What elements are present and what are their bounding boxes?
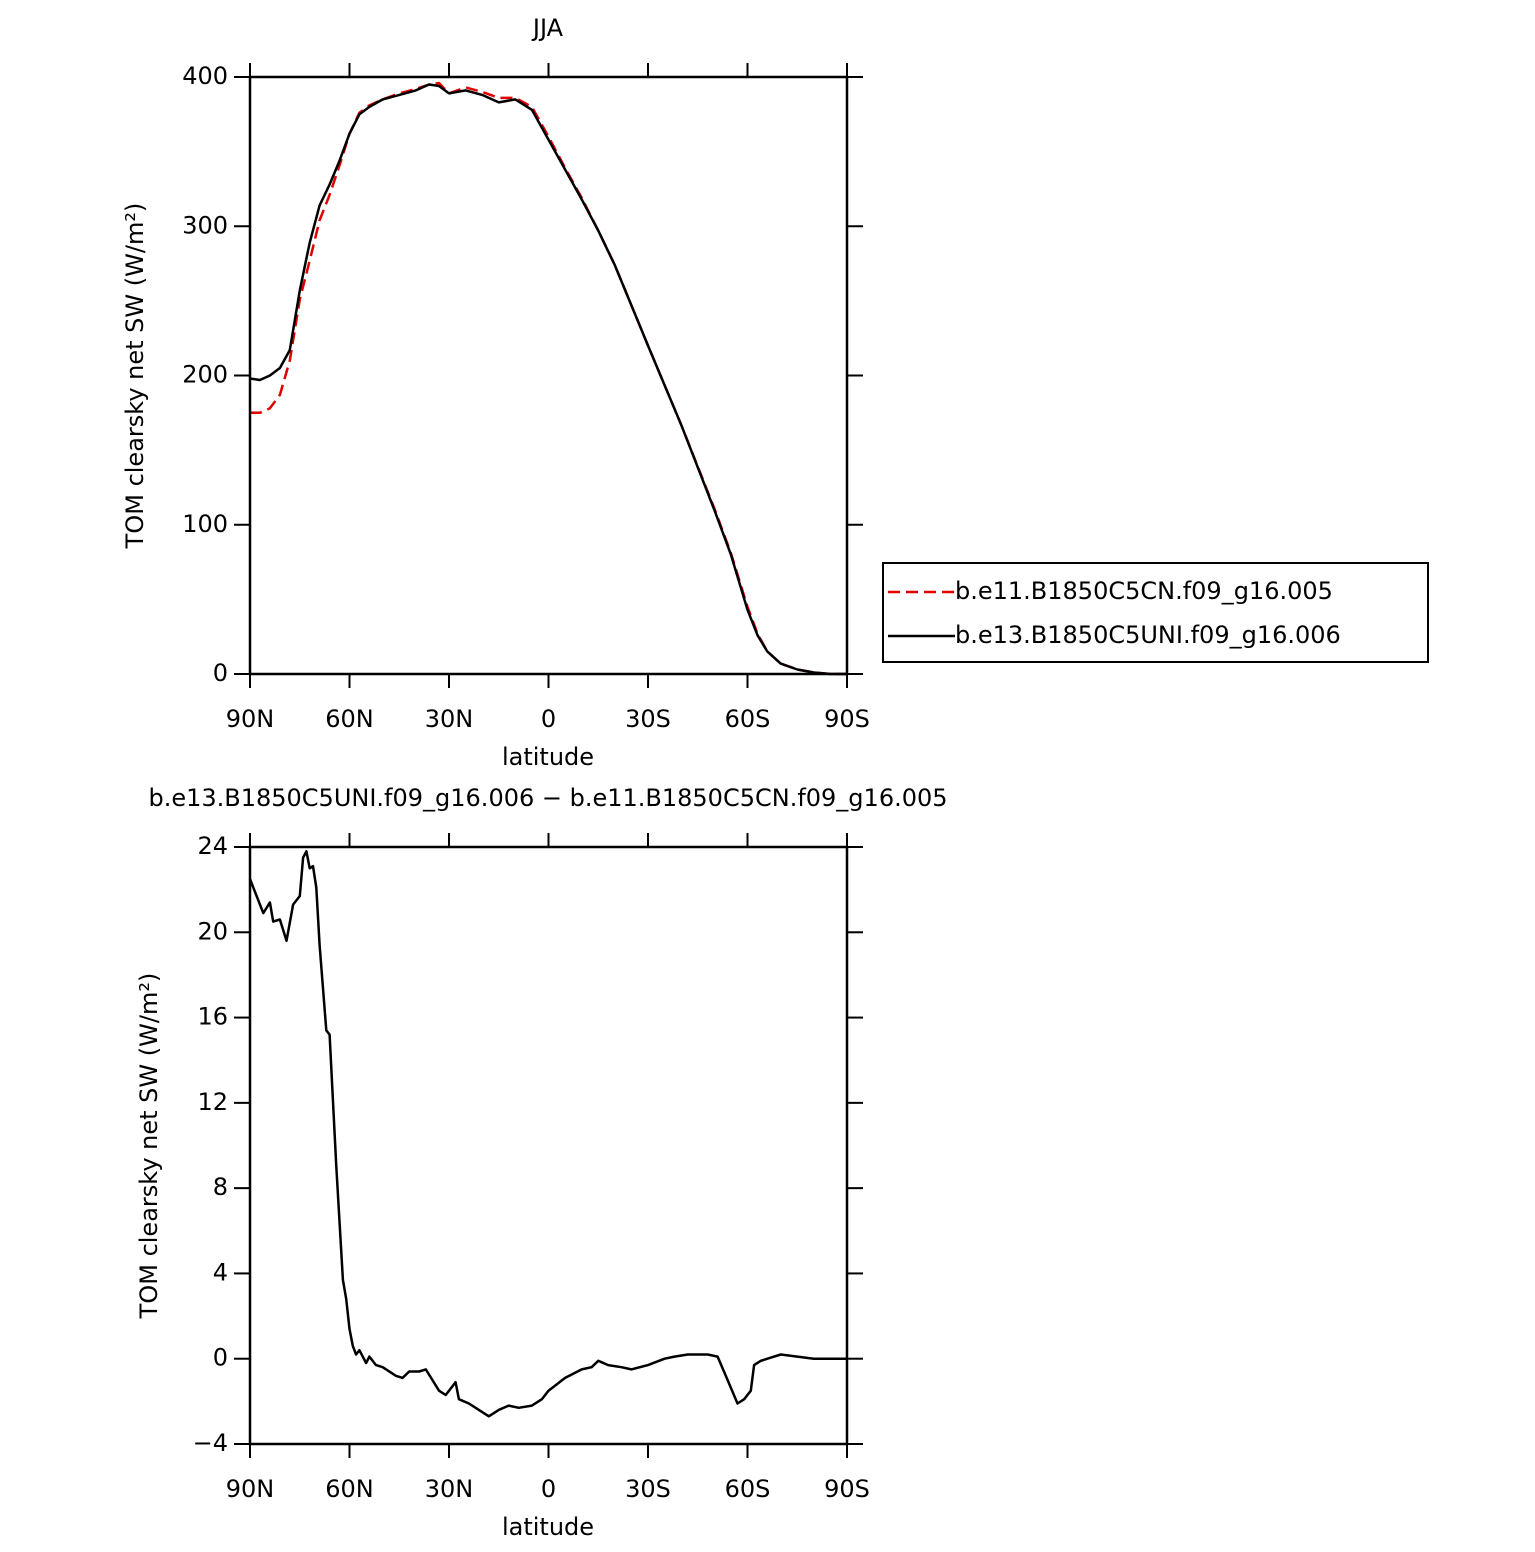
x-tick-label: 30N xyxy=(425,705,474,733)
x-tick-label: 90N xyxy=(226,705,275,733)
x-tick-label: 30N xyxy=(425,1475,474,1503)
x-tick-label: 90N xyxy=(226,1475,275,1503)
chart-title: b.e13.B1850C5UNI.f09_g16.006 − b.e11.B18… xyxy=(148,784,947,812)
y-axis-label: TOM clearsky net SW (W/m²) xyxy=(121,203,149,550)
y-tick-label: 300 xyxy=(182,211,228,239)
y-tick-label: 0 xyxy=(213,1344,228,1372)
x-tick-label: 90S xyxy=(824,1475,870,1503)
y-tick-label: 200 xyxy=(182,361,228,389)
x-tick-label: 60N xyxy=(325,705,374,733)
y-axis-label: TOM clearsky net SW (W/m²) xyxy=(135,973,163,1320)
y-tick-label: 8 xyxy=(213,1173,228,1201)
y-tick-label: −4 xyxy=(193,1429,228,1457)
y-tick-label: 0 xyxy=(213,659,228,687)
x-axis-label: latitude xyxy=(502,743,594,771)
y-tick-label: 100 xyxy=(182,510,228,538)
y-tick-label: 16 xyxy=(197,1003,228,1031)
y-tick-label: 4 xyxy=(213,1258,228,1286)
x-tick-label: 90S xyxy=(824,705,870,733)
y-tick-label: 400 xyxy=(182,62,228,90)
legend-label: b.e13.B1850C5UNI.f09_g16.006 xyxy=(955,621,1341,649)
y-tick-label: 20 xyxy=(197,917,228,945)
legend-box xyxy=(882,562,1429,663)
x-tick-label: 60N xyxy=(325,1475,374,1503)
data-line xyxy=(248,850,847,1418)
x-axis-label: latitude xyxy=(502,1513,594,1541)
x-tick-label: 30S xyxy=(625,1475,671,1503)
x-tick-label: 60S xyxy=(725,1475,771,1503)
data-line xyxy=(250,81,847,676)
legend-label: b.e11.B1850C5CN.f09_g16.005 xyxy=(955,577,1333,605)
chart-title: JJA xyxy=(531,14,564,42)
x-tick-label: 60S xyxy=(725,705,771,733)
plot-frame xyxy=(248,845,849,1446)
x-tick-label: 30S xyxy=(625,705,671,733)
x-tick-label: 0 xyxy=(541,1475,556,1503)
x-tick-label: 0 xyxy=(541,705,556,733)
y-tick-label: 24 xyxy=(197,832,228,860)
y-tick-label: 12 xyxy=(197,1088,228,1116)
data-line xyxy=(249,83,847,676)
plot-frame xyxy=(248,75,849,676)
